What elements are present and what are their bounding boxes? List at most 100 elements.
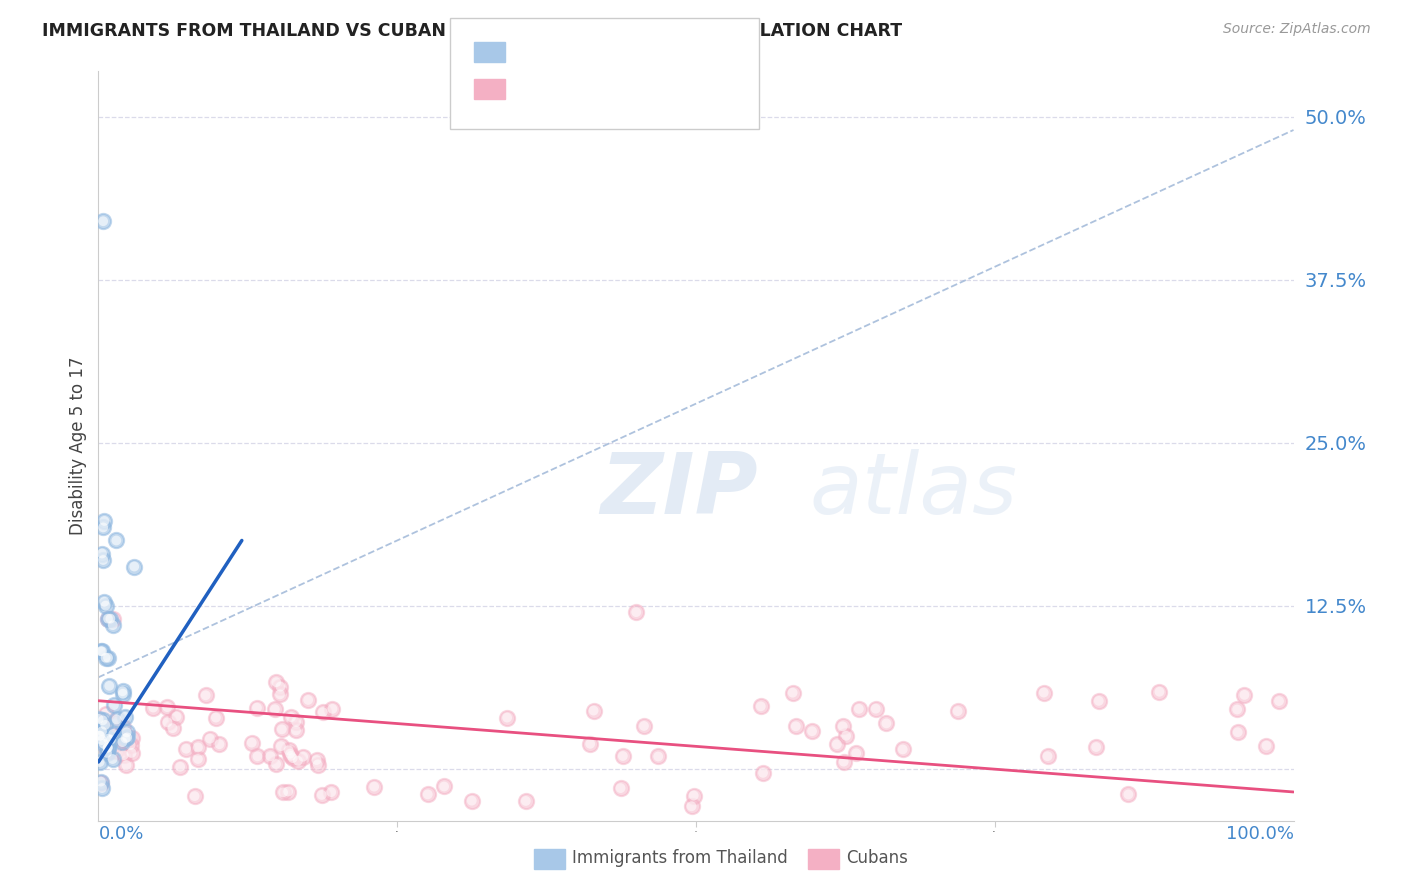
Point	[582, 704, 605, 718]
Point	[103, 698, 125, 712]
Point	[115, 725, 138, 739]
Point	[90, 776, 112, 790]
Point	[682, 789, 704, 803]
Point	[104, 716, 127, 731]
Point	[89, 755, 111, 769]
Point	[89, 716, 111, 731]
Point	[91, 214, 114, 228]
Point	[416, 788, 439, 802]
Point	[277, 743, 299, 757]
Text: atlas: atlas	[810, 450, 1018, 533]
Point	[124, 559, 146, 574]
Point	[1085, 739, 1108, 754]
Point	[1226, 725, 1249, 739]
Point	[891, 742, 914, 756]
Point	[198, 731, 221, 746]
Point	[363, 780, 385, 794]
Point	[97, 612, 120, 626]
Point	[121, 746, 143, 760]
Point	[271, 785, 294, 799]
Point	[1226, 702, 1249, 716]
Point	[183, 789, 205, 804]
Point	[311, 788, 333, 802]
Point	[115, 758, 138, 772]
Point	[363, 780, 385, 794]
Point	[1256, 739, 1278, 753]
Point	[91, 644, 114, 658]
Point	[90, 733, 112, 747]
Point	[183, 789, 205, 804]
Point	[280, 748, 302, 763]
Point	[90, 776, 112, 790]
Point	[782, 686, 804, 700]
Point	[174, 741, 197, 756]
Point	[111, 735, 134, 749]
Text: 100.0%: 100.0%	[1226, 825, 1294, 843]
Point	[89, 734, 111, 748]
Point	[142, 700, 165, 714]
Point	[626, 605, 648, 619]
Point	[269, 680, 291, 694]
Point	[101, 739, 124, 754]
Point	[208, 737, 231, 751]
Point	[90, 774, 112, 789]
Point	[105, 713, 128, 727]
Point	[111, 720, 134, 734]
Point	[1036, 749, 1059, 764]
Point	[101, 618, 124, 632]
Point	[91, 714, 114, 728]
Point	[609, 781, 631, 796]
Point	[312, 705, 335, 719]
Point	[1087, 694, 1109, 708]
Point	[269, 680, 291, 694]
Point	[93, 737, 115, 751]
Point	[1085, 739, 1108, 754]
Point	[1233, 688, 1256, 702]
Point	[111, 684, 134, 698]
Point	[285, 723, 308, 738]
Point	[156, 700, 179, 714]
Point	[97, 731, 120, 746]
Point	[1032, 685, 1054, 699]
Point	[142, 700, 165, 714]
Point	[96, 740, 118, 755]
Point	[749, 699, 772, 714]
Point	[96, 746, 118, 760]
Point	[115, 725, 138, 739]
Point	[87, 712, 110, 726]
Point	[278, 747, 301, 761]
Point	[633, 719, 655, 733]
Point	[166, 709, 188, 723]
Y-axis label: Disability Age 5 to 17: Disability Age 5 to 17	[69, 357, 87, 535]
Point	[93, 514, 115, 528]
Point	[89, 716, 111, 731]
Point	[114, 710, 136, 724]
Point	[246, 700, 269, 714]
Point	[681, 799, 703, 814]
Point	[97, 612, 120, 626]
Point	[297, 693, 319, 707]
Point	[259, 749, 281, 764]
Point	[100, 732, 122, 747]
Point	[90, 733, 112, 747]
Point	[461, 794, 484, 808]
Point	[287, 754, 309, 768]
Point	[166, 709, 188, 723]
Point	[111, 687, 134, 701]
Point	[321, 702, 343, 716]
Point	[115, 733, 138, 747]
Point	[321, 702, 343, 716]
Point	[1036, 749, 1059, 764]
Point	[91, 553, 114, 567]
Point	[264, 757, 287, 772]
Point	[111, 684, 134, 698]
Point	[98, 743, 121, 757]
Point	[865, 702, 887, 716]
Point	[277, 784, 299, 798]
Point	[98, 679, 121, 693]
Point	[94, 706, 117, 721]
Point	[115, 758, 138, 772]
Point	[90, 774, 112, 789]
Point	[121, 731, 143, 745]
Point	[114, 710, 136, 724]
